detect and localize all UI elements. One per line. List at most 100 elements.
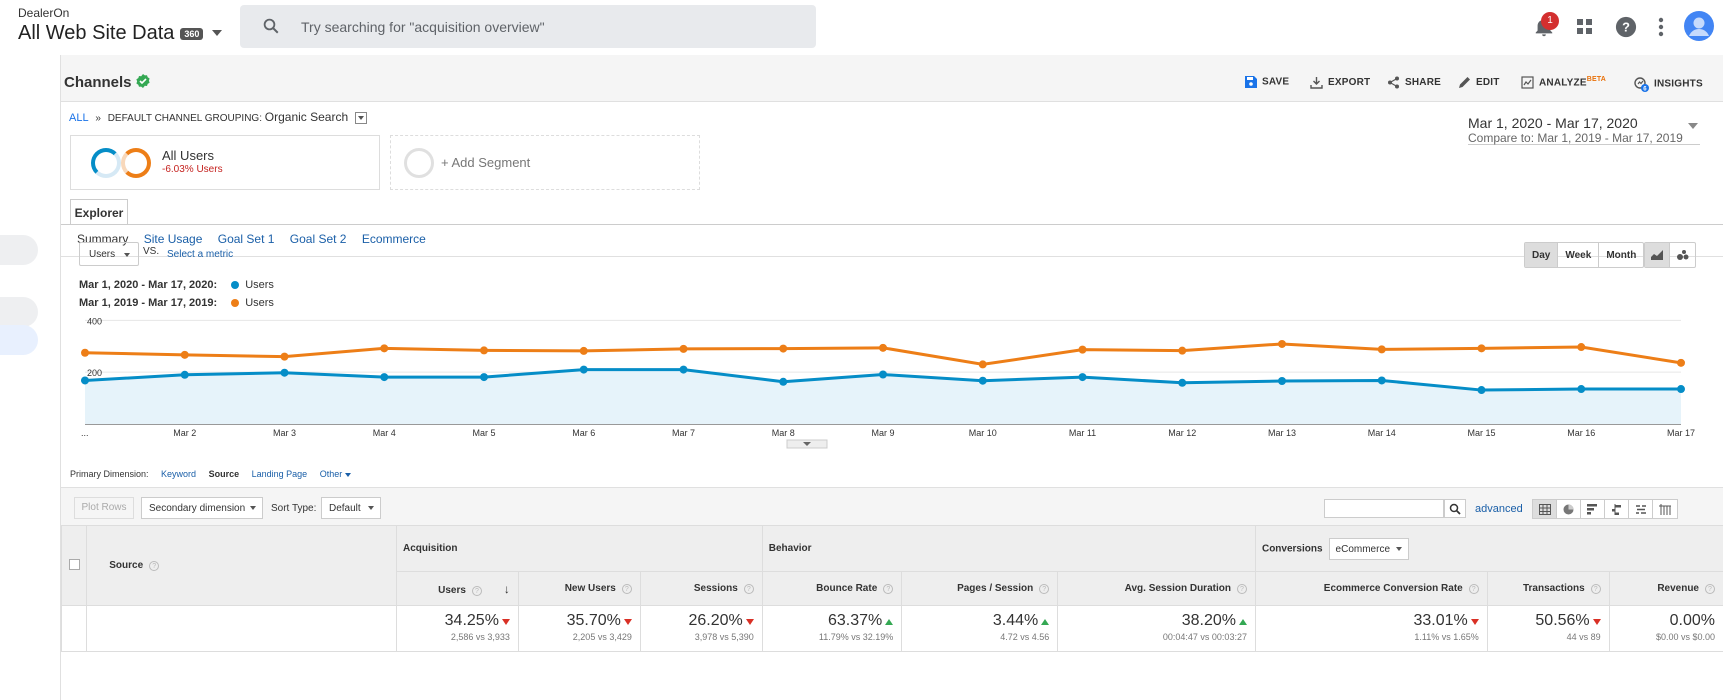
- col-pages-session[interactable]: Pages / Session?: [901, 571, 1059, 606]
- col-sessions[interactable]: Sessions?: [639, 571, 763, 606]
- select-all-checkbox[interactable]: [68, 558, 80, 570]
- advanced-filter-link[interactable]: advanced: [1475, 503, 1523, 515]
- help-icon[interactable]: ?: [883, 584, 894, 594]
- help-icon[interactable]: ?: [1039, 584, 1050, 594]
- top-app-bar: DealerOn All Web Site Data 360 Try search…: [0, 0, 1723, 55]
- search-input[interactable]: Try searching for "acquisition overview": [240, 5, 816, 48]
- table-search-button[interactable]: [1444, 499, 1466, 518]
- edit-button[interactable]: EDIT: [1458, 76, 1500, 89]
- date-range-compare: Compare to: Mar 1, 2019 - Mar 17, 2019: [1468, 131, 1700, 145]
- x-tick-label: Mar 12: [1168, 428, 1196, 438]
- vs-label: VS.: [143, 246, 160, 257]
- view-table-button[interactable]: [1533, 500, 1557, 518]
- total-value: 35.70%: [566, 612, 621, 629]
- breadcrumb-all-link[interactable]: ALL: [69, 112, 89, 124]
- dimension-landing-page[interactable]: Landing Page: [251, 469, 308, 479]
- view-comparison-button[interactable]: [1605, 500, 1629, 518]
- x-tick-label: Mar 3: [273, 428, 296, 438]
- total-value: 33.01%: [1413, 612, 1468, 629]
- segment-all-users[interactable]: All Users -6.03% Users: [70, 135, 380, 190]
- help-icon[interactable]: ?: [1705, 584, 1715, 594]
- line-chart-button[interactable]: [1645, 243, 1670, 267]
- period-month-button[interactable]: Month: [1606, 250, 1637, 261]
- help-icon[interactable]: ?: [471, 585, 482, 596]
- save-button[interactable]: SAVE: [1245, 76, 1289, 88]
- col-ecommerce-conversion-rate[interactable]: Ecommerce Conversion Rate?: [1254, 571, 1488, 606]
- subtab-goal-set-1[interactable]: Goal Set 1: [217, 232, 275, 246]
- total-compare: 4.72 vs 4.56: [1000, 632, 1050, 642]
- help-icon[interactable]: ?: [743, 584, 754, 594]
- view-term-cloud-button[interactable]: [1629, 500, 1653, 518]
- select-metric-link[interactable]: Select a metric: [167, 249, 234, 260]
- decrease-arrow-icon: [745, 619, 754, 626]
- analyze-button[interactable]: ANALYZEBETA: [1521, 76, 1606, 89]
- tab-explorer[interactable]: Explorer: [70, 199, 128, 225]
- source-column-header[interactable]: Source?: [86, 525, 397, 606]
- help-icon[interactable]: ?: [149, 561, 160, 571]
- help-icon[interactable]: ?: [1236, 584, 1247, 594]
- property-selector[interactable]: All Web Site Data 360: [18, 22, 204, 45]
- sort-type-select[interactable]: Default: [321, 497, 381, 519]
- help-icon[interactable]: ?: [1615, 16, 1637, 38]
- data-point: [1078, 345, 1087, 354]
- x-tick-label: Mar 5: [472, 428, 495, 438]
- view-pie-button[interactable]: [1557, 500, 1581, 518]
- col-users[interactable]: Users? ↓: [396, 571, 519, 606]
- subtab-ecommerce[interactable]: Ecommerce: [361, 232, 426, 246]
- col-avg-session-duration[interactable]: Avg. Session Duration?: [1057, 571, 1256, 606]
- notification-count-badge: 1: [1541, 12, 1559, 30]
- total-compare: $0.00 vs $0.00: [1655, 632, 1715, 642]
- conversions-type-select[interactable]: eCommerce: [1328, 537, 1409, 560]
- svg-text:?: ?: [1622, 20, 1630, 35]
- apps-grid-icon[interactable]: [1577, 19, 1593, 35]
- insights-button[interactable]: 6 INSIGHTS: [1633, 76, 1703, 93]
- breadcrumb-dropdown-icon[interactable]: [354, 112, 367, 125]
- share-button[interactable]: SHARE: [1387, 76, 1441, 89]
- view-performance-button[interactable]: [1581, 500, 1605, 518]
- dimension-source[interactable]: Source: [208, 469, 240, 479]
- x-tick-label: Mar 11: [1069, 428, 1096, 438]
- decrease-arrow-icon: [1592, 619, 1601, 626]
- nav-item-active-placeholder[interactable]: [0, 325, 38, 355]
- data-point: [879, 370, 887, 379]
- add-segment-button[interactable]: + Add Segment: [390, 135, 700, 190]
- col-transactions[interactable]: Transactions?: [1486, 571, 1610, 606]
- property-dropdown-caret-icon[interactable]: [212, 30, 222, 36]
- dimension-keyword[interactable]: Keyword: [161, 469, 197, 479]
- period-day-button[interactable]: Day: [1525, 243, 1559, 267]
- table-search-input[interactable]: [1324, 499, 1444, 518]
- data-point: [1477, 386, 1486, 395]
- help-icon[interactable]: ?: [1590, 584, 1601, 594]
- report-title: Channels: [64, 74, 132, 91]
- data-point: [978, 360, 987, 369]
- help-icon[interactable]: ?: [621, 584, 632, 594]
- total-cell: 63.37% 11.79% vs 32.19%: [761, 605, 903, 652]
- total-cell: 3.44% 4.72 vs 4.56: [901, 605, 1059, 652]
- subtab-goal-set-2[interactable]: Goal Set 2: [289, 232, 347, 246]
- breadcrumb-grouping-label: DEFAULT CHANNEL GROUPING:: [107, 113, 262, 124]
- totals-source-cell: [86, 605, 397, 652]
- subtab-site-usage[interactable]: Site Usage: [143, 232, 203, 246]
- date-range-picker[interactable]: Mar 1, 2020 - Mar 17, 2020 Compare to: M…: [1468, 115, 1700, 145]
- sort-descending-icon[interactable]: ↓: [503, 581, 510, 596]
- period-week-button[interactable]: Week: [1558, 243, 1600, 267]
- user-avatar-icon[interactable]: [1684, 11, 1714, 41]
- compare-label: Compare to:: [1468, 131, 1535, 145]
- plot-rows-button[interactable]: Plot Rows: [74, 497, 134, 519]
- export-icon: [1310, 77, 1323, 89]
- help-icon[interactable]: ?: [1468, 584, 1479, 594]
- nav-item-placeholder[interactable]: [0, 235, 38, 265]
- legend-compare-period: Mar 1, 2019 - Mar 17, 2019: Users: [79, 297, 274, 309]
- dimension-other[interactable]: Other: [319, 469, 343, 479]
- col-bounce-rate[interactable]: Bounce Rate?: [761, 571, 903, 606]
- nav-item-placeholder[interactable]: [0, 297, 38, 327]
- more-vert-icon[interactable]: [1658, 17, 1664, 37]
- motion-chart-button[interactable]: [1670, 243, 1695, 267]
- export-button[interactable]: EXPORT: [1310, 76, 1370, 89]
- col-new-users[interactable]: New Users?: [517, 571, 641, 606]
- add-segment-ring-icon: [404, 148, 434, 178]
- col-revenue[interactable]: Revenue?: [1608, 571, 1723, 606]
- view-pivot-button[interactable]: [1653, 500, 1677, 518]
- metric-select[interactable]: Users: [79, 242, 139, 266]
- secondary-dimension-select[interactable]: Secondary dimension: [141, 497, 263, 519]
